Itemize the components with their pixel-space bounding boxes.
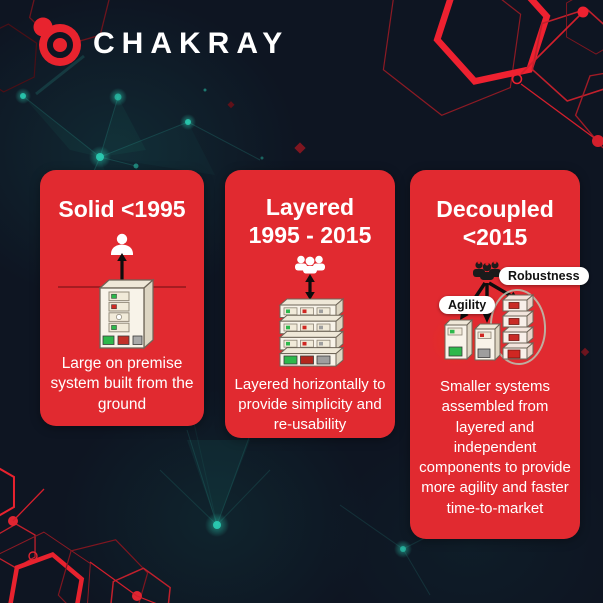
mini-server-icon	[443, 318, 474, 361]
double-arrow-icon	[305, 274, 315, 301]
decoupled-systems-illustration: Agility Robustness	[415, 259, 589, 371]
brand-wordmark: CHAKRAY	[93, 27, 290, 60]
team-icon	[295, 255, 325, 274]
card-layered: Layered 1995 - 2015	[225, 170, 395, 438]
brand-logo: CHAKRAY	[30, 16, 289, 70]
decoupled-systems-icon	[430, 261, 547, 368]
mini-server-icon	[473, 322, 502, 362]
card-description: Layered horizontally to provide simplici…	[234, 376, 386, 434]
card-title: Solid <1995	[58, 196, 186, 222]
chakray-logo-icon	[33, 17, 81, 66]
layered-stack-icon	[278, 298, 345, 368]
layered-stack-illustration	[278, 255, 345, 368]
robustness-callout: Robustness	[499, 267, 589, 286]
monolith-server-icon	[98, 278, 155, 349]
card-title: Decoupled <2015	[436, 196, 554, 250]
user-icon	[111, 233, 133, 255]
card-title: Layered 1995 - 2015	[248, 194, 372, 248]
card-solid: Solid <1995	[40, 170, 204, 426]
component-stack-icon	[501, 294, 535, 361]
card-decoupled: Decoupled <2015	[410, 170, 589, 539]
monolith-server-illustration	[58, 233, 186, 349]
agility-callout: Agility	[439, 296, 496, 315]
card-description: Smaller systems assembled from layered a…	[419, 378, 571, 517]
team-icon	[473, 261, 501, 281]
card-description: Large on premise system built from the g…	[50, 354, 194, 413]
